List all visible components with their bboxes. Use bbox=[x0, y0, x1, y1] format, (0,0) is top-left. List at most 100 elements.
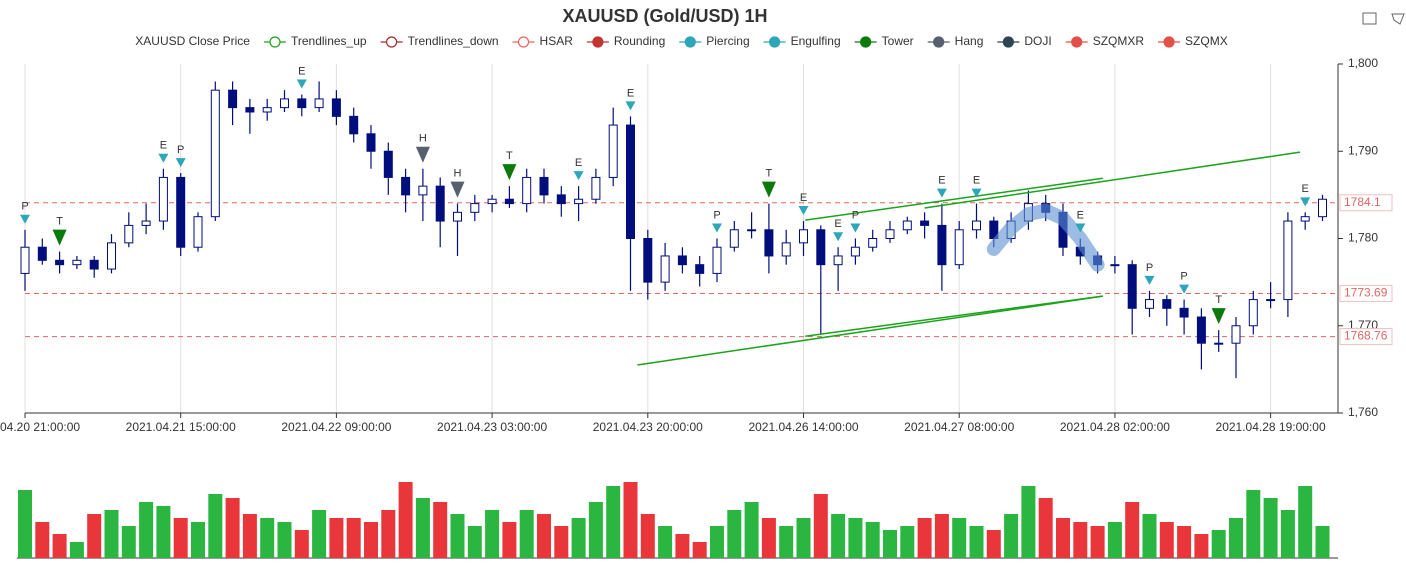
candle-body bbox=[193, 216, 203, 248]
signal-marker bbox=[1211, 308, 1226, 325]
level-tag-box bbox=[1339, 194, 1393, 212]
signal-marker bbox=[415, 146, 430, 163]
x-tick-label: 2021.04.23 03:00:00 bbox=[437, 420, 547, 434]
legend-dot bbox=[933, 36, 945, 48]
candle-body bbox=[695, 264, 705, 274]
volume-bar bbox=[917, 518, 932, 558]
candle-body bbox=[677, 255, 687, 266]
signal-marker bbox=[52, 229, 67, 246]
candle-body bbox=[1162, 299, 1172, 309]
signal-marker bbox=[798, 206, 809, 216]
legend-dot bbox=[860, 36, 872, 48]
volume-bar bbox=[640, 514, 655, 558]
x-tick-label: 2021.04.21 15:00:00 bbox=[126, 420, 236, 434]
volume-bar bbox=[779, 526, 794, 558]
volume-bar bbox=[796, 518, 811, 558]
volume-bar bbox=[1229, 518, 1243, 558]
candle-body bbox=[1248, 299, 1258, 327]
candle-body bbox=[1300, 216, 1310, 222]
volume-bar bbox=[1246, 490, 1261, 558]
legend-item: SZQMX bbox=[1158, 34, 1228, 48]
volume-bar bbox=[554, 526, 569, 558]
candle-body bbox=[833, 255, 843, 266]
volume-bar bbox=[398, 482, 413, 558]
volume-bar bbox=[191, 522, 205, 558]
volume-bar bbox=[450, 514, 465, 558]
volume-bar bbox=[623, 482, 638, 558]
volume-bar bbox=[18, 490, 32, 558]
restore-icon[interactable] bbox=[1391, 13, 1405, 25]
signal-label: H bbox=[454, 168, 462, 180]
candle-body bbox=[972, 220, 981, 231]
candle-body bbox=[297, 98, 307, 109]
candle-body bbox=[643, 238, 653, 283]
y-tick-label: 1,760 bbox=[1348, 405, 1378, 419]
volume-bar bbox=[312, 510, 327, 558]
signal-marker bbox=[712, 223, 722, 233]
signal-label: E bbox=[938, 175, 945, 187]
volume-bar bbox=[1038, 498, 1053, 558]
volume-bar bbox=[813, 494, 828, 558]
legend-label: Piercing bbox=[706, 34, 749, 48]
candle-body bbox=[1266, 299, 1276, 302]
signal-label: E bbox=[1077, 209, 1084, 221]
signal-label: T bbox=[1215, 294, 1222, 306]
candle-body bbox=[660, 255, 670, 283]
chart-title: XAUUSD (Gold/USD) 1H bbox=[562, 6, 767, 26]
signal-marker bbox=[1300, 197, 1311, 207]
candle-body bbox=[314, 98, 324, 109]
candle-body bbox=[107, 242, 116, 270]
signal-marker bbox=[971, 188, 982, 198]
volume-bar bbox=[1073, 522, 1088, 558]
signal-label: E bbox=[298, 65, 305, 77]
volume-bar bbox=[1107, 522, 1122, 558]
volume-bar bbox=[658, 526, 673, 558]
signal-marker bbox=[761, 181, 776, 198]
legend-item: HSAR bbox=[512, 34, 573, 48]
candle-body bbox=[1110, 264, 1120, 267]
candle-body bbox=[556, 194, 566, 205]
signal-label: E bbox=[800, 192, 807, 204]
volume-bar bbox=[1194, 534, 1209, 558]
toolbox[interactable] bbox=[1362, 12, 1405, 25]
candle-body bbox=[245, 107, 255, 113]
volume-bar bbox=[1315, 526, 1330, 558]
signal-label: P bbox=[852, 209, 859, 221]
candle-body bbox=[383, 150, 393, 178]
legend-item: DOJI bbox=[997, 34, 1052, 48]
volume-bar bbox=[502, 522, 517, 558]
candle-body bbox=[280, 98, 289, 109]
candle-body bbox=[1283, 220, 1293, 301]
zoom-icon[interactable] bbox=[1362, 12, 1377, 25]
candle-body bbox=[729, 229, 739, 248]
volume-bar bbox=[934, 514, 949, 558]
legend-item: Piercing bbox=[679, 34, 750, 48]
candle-body bbox=[781, 242, 791, 257]
candle-body bbox=[453, 211, 462, 222]
volume-bar bbox=[1056, 518, 1070, 558]
volume-bar bbox=[710, 526, 724, 558]
candle-body bbox=[366, 133, 376, 152]
candle-body bbox=[72, 259, 82, 266]
volume-bar bbox=[537, 514, 551, 558]
volume-bar bbox=[364, 522, 378, 558]
signal-label: P bbox=[713, 209, 720, 221]
signal-marker bbox=[20, 214, 30, 224]
legend-label: Engulfing bbox=[791, 34, 841, 48]
volume-bar bbox=[485, 510, 500, 558]
volume-bar bbox=[692, 542, 707, 558]
candle-body bbox=[902, 220, 912, 231]
x-tick-label: 2021.04.28 02:00:00 bbox=[1060, 420, 1170, 434]
volume-bar bbox=[104, 510, 119, 558]
signal-marker bbox=[850, 223, 861, 233]
legend-label: Trendlines_up bbox=[291, 34, 367, 48]
legend-dot bbox=[1163, 36, 1175, 48]
signal-label: P bbox=[1180, 270, 1187, 282]
x-tick-label: 2021.04.27 08:00:00 bbox=[904, 420, 1014, 434]
candle-body bbox=[210, 89, 220, 218]
signal-marker bbox=[625, 101, 636, 111]
volume-bar bbox=[1090, 526, 1105, 558]
candle-body bbox=[522, 176, 532, 205]
legend-item: SZQMXR bbox=[1065, 34, 1144, 48]
